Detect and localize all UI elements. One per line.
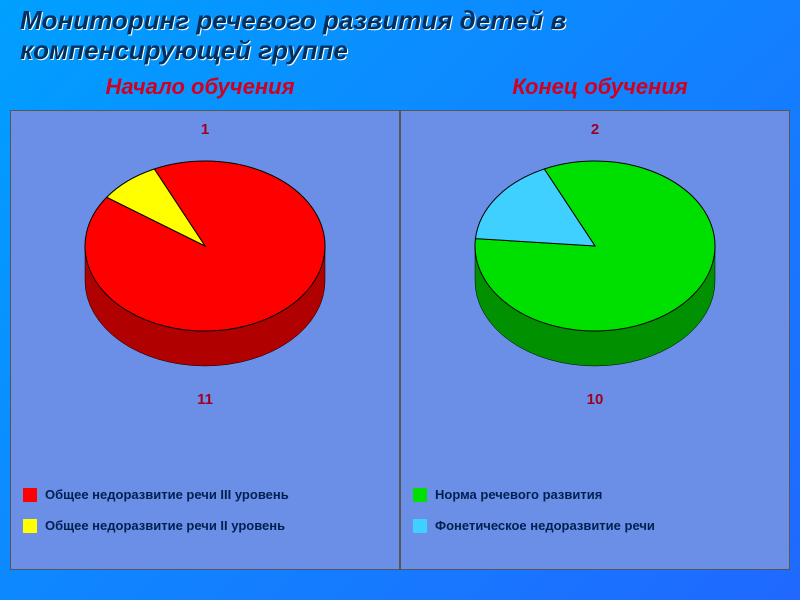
- subtitles-row: Начало обучения Конец обучения: [0, 74, 800, 100]
- legend-swatch: [413, 488, 427, 502]
- left-chart-top-value: 1: [11, 121, 399, 138]
- right-chart-bottom-value: 10: [401, 391, 789, 408]
- legend-label: Фонетическое недоразвитие речи: [435, 518, 655, 533]
- subtitle-right: Конец обучения: [400, 74, 800, 100]
- right-pie-chart: [465, 151, 725, 386]
- subtitle-left: Начало обучения: [0, 74, 400, 100]
- left-legend: Общее недоразвитие речи III уровень Общее…: [23, 487, 387, 549]
- legend-swatch: [23, 519, 37, 533]
- panel-end: 2 10 Норма речевого развития Фонетическое…: [400, 110, 790, 570]
- panel-start: 1 11 Общее недоразвитие речи III уровень…: [10, 110, 400, 570]
- legend-swatch: [413, 519, 427, 533]
- page-title: Мониторинг речевого развития детей в ком…: [20, 6, 780, 66]
- legend-item: Норма речевого развития: [413, 487, 777, 502]
- left-chart-bottom-value: 11: [11, 391, 399, 408]
- legend-item: Фонетическое недоразвитие речи: [413, 518, 777, 533]
- legend-label: Общее недоразвитие речи III уровень: [45, 487, 289, 502]
- right-legend: Норма речевого развития Фонетическое недо…: [413, 487, 777, 549]
- legend-label: Общее недоразвитие речи II уровень: [45, 518, 285, 533]
- charts-row: 1 11 Общее недоразвитие речи III уровень…: [10, 110, 790, 570]
- legend-label: Норма речевого развития: [435, 487, 602, 502]
- legend-swatch: [23, 488, 37, 502]
- right-chart-top-value: 2: [401, 121, 789, 138]
- legend-item: Общее недоразвитие речи III уровень: [23, 487, 387, 502]
- left-pie-chart: [75, 151, 335, 386]
- legend-item: Общее недоразвитие речи II уровень: [23, 518, 387, 533]
